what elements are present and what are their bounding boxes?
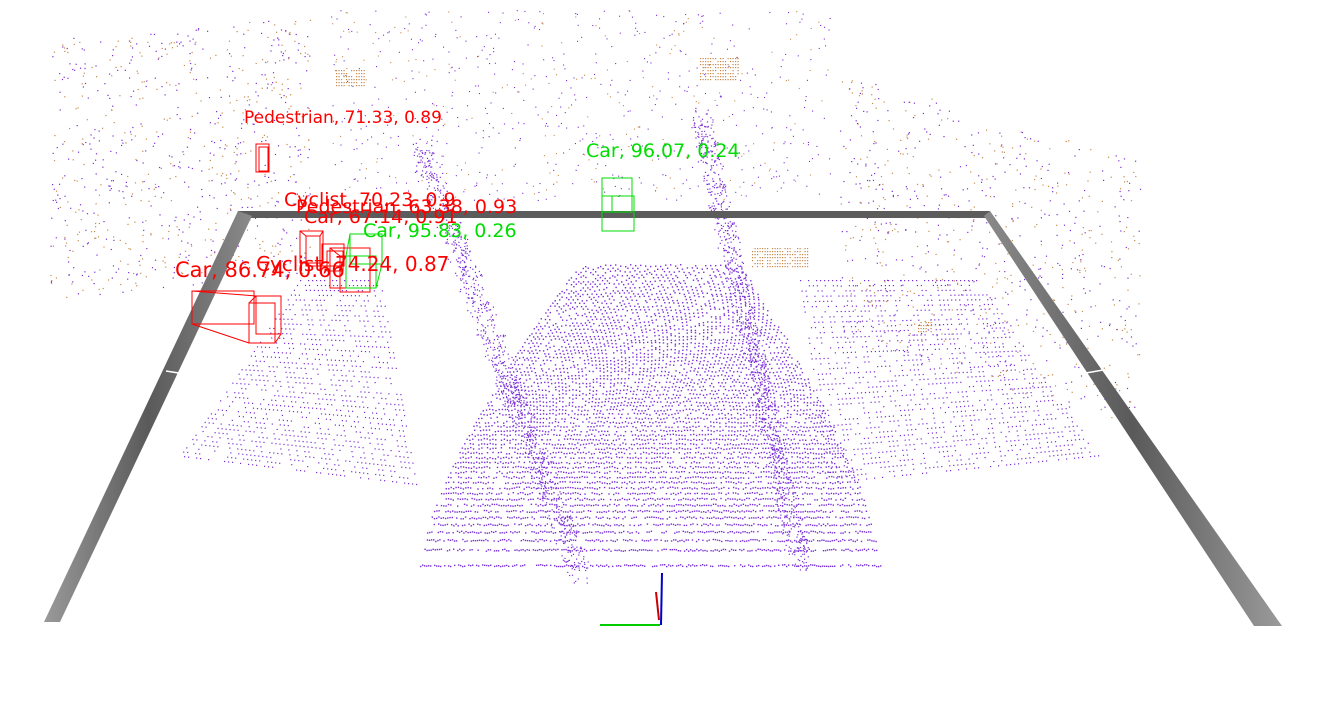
axis-y <box>655 591 660 621</box>
roi-frame <box>44 211 1282 626</box>
lidar-point-cloud <box>50 10 1142 584</box>
roi-frame-right-tick <box>1085 369 1104 374</box>
roi-frame-left-tick <box>165 370 186 375</box>
roi-frame-far-edge <box>236 211 992 218</box>
gt-box-car-far[interactable] <box>601 177 635 232</box>
pred-box-pedestrian-far[interactable] <box>255 143 270 173</box>
pred-box-pedestrian-near[interactable] <box>321 243 345 272</box>
gt-label-car-far: Car, 96.07, 0.24 <box>586 140 740 162</box>
gt-label-car-mid: Car, 95.83, 0.26 <box>363 220 517 242</box>
pred-box-cyclist[interactable] <box>299 230 324 267</box>
bounding-boxes <box>191 143 635 344</box>
pred-label-cyclist-2: Cyclist, 74.24, 0.87 <box>256 252 449 276</box>
detection-labels: Pedestrian, 71.33, 0.89 Cyclist, 70.23, … <box>175 108 740 282</box>
pred-label-pedestrian-near: Pedestrian, 63.38, 0.93 <box>296 196 517 218</box>
origin-axes <box>600 572 663 626</box>
pred-box-car-left[interactable] <box>191 290 282 344</box>
axis-z <box>660 572 663 626</box>
pred-label-cyclist-1: Cyclist, 70.23, 0.9 <box>284 189 456 211</box>
roi-frame-right-rail <box>984 211 1282 626</box>
pred-label-pedestrian-far: Pedestrian, 71.33, 0.89 <box>244 108 442 128</box>
pred-label-car-left: Car, 86.74, 0.66 <box>175 258 345 282</box>
roi-frame-left-rail <box>44 211 252 622</box>
pred-label-car-mid: Car, 67.14, 0.91 <box>304 206 458 228</box>
gt-box-car-mid[interactable] <box>345 233 383 289</box>
